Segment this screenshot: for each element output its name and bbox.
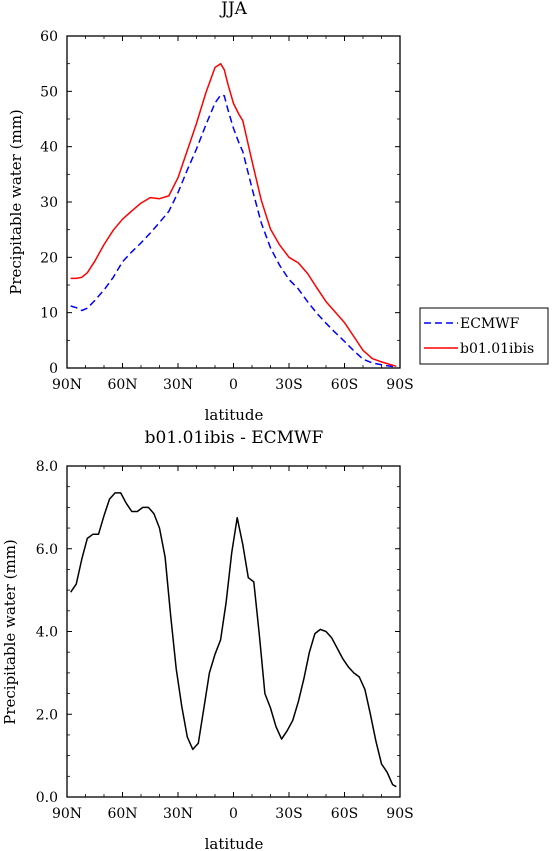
x-tick-label: 0 (229, 377, 238, 393)
top-y-axis-label: Precipitable water (mm) (7, 109, 25, 295)
x-tick-label: 0 (229, 806, 238, 822)
y-tick-label: 10 (40, 306, 58, 322)
bottom-tick-labels: 90N 60N 30N 0 30S 60S 90S 0.0 2.0 4.0 6.0 8.0 (36, 459, 414, 822)
legend-ecmwf-label: ECMWF (460, 316, 520, 332)
y-tick-label: 0 (49, 361, 58, 377)
series-line-b01-01ibis (70, 62, 397, 368)
y-tick-label: 20 (40, 250, 58, 266)
top-plot-series (70, 62, 397, 368)
bottom-y-axis-label: Precipitable water (mm) (1, 539, 19, 725)
x-tick-label: 90N (52, 806, 82, 822)
x-tick-label: 60N (107, 377, 137, 393)
y-tick-label: 30 (40, 195, 58, 211)
top-chart-title: JJA (219, 0, 248, 19)
legend-box (419, 307, 549, 365)
y-tick-label: 4.0 (36, 625, 58, 641)
y-tick-label: 50 (40, 84, 58, 100)
top-tick-labels: 90N 60N 30N 0 30S 60S 90S 0 10 20 30 40 50 60 (40, 29, 414, 393)
x-tick-label: 30N (163, 806, 193, 822)
y-tick-label: 0.0 (36, 790, 58, 806)
x-tick-label: 60N (107, 806, 137, 822)
bottom-axis-ticks (66, 465, 401, 798)
series-line-difference (70, 492, 397, 788)
legend-b01-label: b01.01ibis (460, 341, 534, 357)
bottom-chart-title: b01.01ibis - ECMWF (145, 428, 324, 448)
top-plot-frame (66, 35, 401, 369)
x-tick-label: 30S (275, 377, 302, 393)
y-tick-label: 40 (40, 140, 58, 156)
bottom-panel: b01.01ibis - ECMWF latitude Precipitable… (1, 428, 414, 851)
x-tick-label: 30S (275, 806, 302, 822)
y-tick-label: 60 (40, 29, 58, 45)
y-tick-label: 2.0 (36, 707, 58, 723)
x-tick-label: 90S (386, 806, 413, 822)
bottom-plot-frame (66, 465, 401, 798)
top-axis-ticks (66, 35, 401, 369)
bottom-x-axis-label: latitude (205, 835, 264, 851)
top-panel: JJA latitude Precipitable water (mm) 90N… (7, 0, 414, 424)
y-tick-label: 8.0 (36, 459, 58, 475)
series-line-ecmwf (70, 94, 397, 368)
x-tick-label: 30N (163, 377, 193, 393)
x-tick-label: 90S (386, 377, 413, 393)
legend: ECMWF b01.01ibis (419, 307, 549, 365)
y-tick-label: 6.0 (36, 542, 58, 558)
bottom-plot-series (70, 492, 397, 788)
x-tick-label: 60S (331, 377, 358, 393)
x-tick-label: 60S (331, 806, 358, 822)
top-x-axis-label: latitude (205, 406, 264, 424)
x-tick-label: 90N (52, 377, 82, 393)
